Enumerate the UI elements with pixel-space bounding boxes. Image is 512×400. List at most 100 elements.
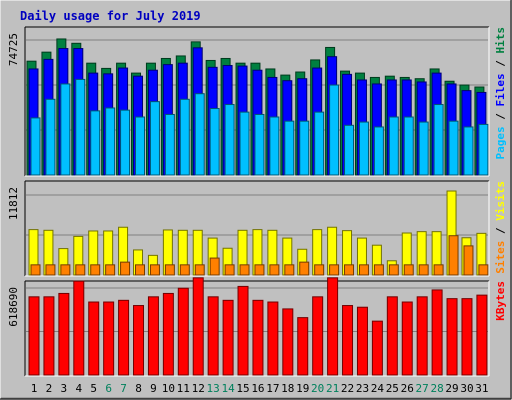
bar-kbytes-day-29 xyxy=(446,298,458,376)
bar-pages-day-19 xyxy=(299,120,310,176)
bar-sites-day-11 xyxy=(179,264,190,276)
day-label-2: 2 xyxy=(46,382,53,395)
bar-sites-day-22 xyxy=(344,264,355,276)
bar-pages-day-26 xyxy=(403,116,414,176)
bar-sites-day-5 xyxy=(90,264,101,276)
bar-sites-day-6 xyxy=(105,264,116,276)
bar-sites-day-21 xyxy=(329,264,340,276)
bar-kbytes-day-15 xyxy=(237,285,249,376)
bar-sites-day-26 xyxy=(403,264,414,276)
bar-sites-day-19 xyxy=(299,261,310,276)
bar-pages-day-28 xyxy=(433,104,444,176)
legend-part: Sites xyxy=(494,241,507,274)
bar-pages-day-4 xyxy=(75,78,86,176)
bar-pages-day-31 xyxy=(478,123,489,176)
legend-part: / xyxy=(494,107,507,127)
day-label-5: 5 xyxy=(90,382,97,395)
bar-sites-day-27 xyxy=(418,264,429,276)
bar-kbytes-day-19 xyxy=(297,317,309,376)
bar-kbytes-day-20 xyxy=(312,296,324,376)
bar-pages-day-30 xyxy=(463,126,474,176)
bar-kbytes-day-2 xyxy=(43,296,55,376)
day-label-21: 21 xyxy=(326,382,339,395)
legend-part: Hits xyxy=(494,27,507,54)
bar-pages-day-2 xyxy=(45,98,56,176)
bar-kbytes-day-21 xyxy=(327,277,339,376)
bar-pages-day-23 xyxy=(358,121,369,176)
bar-sites-day-12 xyxy=(194,264,205,276)
bar-sites-day-20 xyxy=(314,264,325,276)
day-label-11: 11 xyxy=(177,382,190,395)
bar-kbytes-day-11 xyxy=(177,287,189,376)
bar-kbytes-day-1 xyxy=(28,296,40,376)
bar-pages-day-6 xyxy=(105,107,116,176)
bar-pages-day-7 xyxy=(120,109,131,176)
panel-max-label: 618690 xyxy=(7,287,20,327)
legend-part: Visits xyxy=(494,181,507,221)
day-label-17: 17 xyxy=(266,382,279,395)
bar-sites-day-28 xyxy=(433,264,444,276)
bar-pages-day-1 xyxy=(30,117,41,176)
bar-sites-day-24 xyxy=(373,264,384,276)
day-label-26: 26 xyxy=(401,382,414,395)
day-label-7: 7 xyxy=(120,382,127,395)
bar-sites-day-17 xyxy=(269,264,280,276)
bar-pages-day-13 xyxy=(209,108,220,176)
legend-part: KBytes xyxy=(494,281,507,321)
day-label-19: 19 xyxy=(296,382,309,395)
bar-pages-day-17 xyxy=(269,116,280,176)
chart-title: Daily usage for July 2019 xyxy=(20,9,201,23)
bar-pages-day-3 xyxy=(60,83,71,176)
bar-sites-day-4 xyxy=(75,264,86,276)
day-label-4: 4 xyxy=(75,382,82,395)
bar-kbytes-day-9 xyxy=(147,296,159,376)
bar-pages-day-16 xyxy=(254,113,265,176)
bar-kbytes-day-18 xyxy=(282,308,294,376)
bar-kbytes-day-13 xyxy=(207,296,219,376)
day-label-16: 16 xyxy=(251,382,264,395)
bar-sites-day-18 xyxy=(284,264,295,276)
bar-kbytes-day-14 xyxy=(222,299,234,376)
day-label-3: 3 xyxy=(61,382,68,395)
bar-kbytes-day-12 xyxy=(192,277,204,376)
bar-kbytes-day-25 xyxy=(386,296,398,376)
bar-sites-day-7 xyxy=(120,261,131,276)
bar-sites-day-31 xyxy=(478,264,489,276)
day-label-30: 30 xyxy=(460,382,473,395)
bar-kbytes-day-16 xyxy=(252,299,264,376)
bar-pages-day-9 xyxy=(149,101,160,176)
bar-kbytes-day-28 xyxy=(431,289,443,376)
bar-kbytes-day-7 xyxy=(118,299,130,376)
panel-kbytes: 618690 xyxy=(7,277,490,377)
bar-pages-day-21 xyxy=(329,84,340,176)
legend-visits-sites: Sites / Visits xyxy=(494,181,507,274)
chart-panels: 74725 11812 618690 Pages / Files / Hits Site… xyxy=(7,26,507,377)
bar-kbytes-day-26 xyxy=(401,301,413,376)
bar-pages-day-11 xyxy=(179,98,190,176)
bar-sites-day-10 xyxy=(164,264,175,276)
bar-pages-day-14 xyxy=(224,104,235,176)
x-axis-day-labels: 1 2 3 4 5 6 7 8 9 10 11 12 13 14 15 16 17 18 19 20 21 22 23 24 2… xyxy=(31,382,489,395)
day-label-10: 10 xyxy=(162,382,175,395)
day-label-6: 6 xyxy=(105,382,112,395)
day-label-31: 31 xyxy=(475,382,488,395)
day-label-27: 27 xyxy=(416,382,429,395)
bar-kbytes-day-30 xyxy=(461,298,473,376)
bar-sites-day-15 xyxy=(239,264,250,276)
bar-sites-day-9 xyxy=(149,264,160,276)
day-label-20: 20 xyxy=(311,382,324,395)
legend-part: Files xyxy=(494,73,507,106)
bar-sites-day-13 xyxy=(209,257,220,276)
panel-visits-sites: 11812 xyxy=(7,180,490,277)
bar-kbytes-day-22 xyxy=(342,305,354,376)
bar-pages-day-18 xyxy=(284,120,295,176)
bar-kbytes-day-8 xyxy=(133,305,145,376)
legend-kbytes: KBytes xyxy=(494,281,507,321)
day-label-23: 23 xyxy=(356,382,369,395)
bar-sites-day-1 xyxy=(30,264,41,276)
bar-pages-day-29 xyxy=(448,120,459,176)
bar-kbytes-day-3 xyxy=(58,292,70,376)
legend-part: / xyxy=(494,54,507,74)
day-label-13: 13 xyxy=(207,382,220,395)
bar-kbytes-day-31 xyxy=(476,294,488,376)
